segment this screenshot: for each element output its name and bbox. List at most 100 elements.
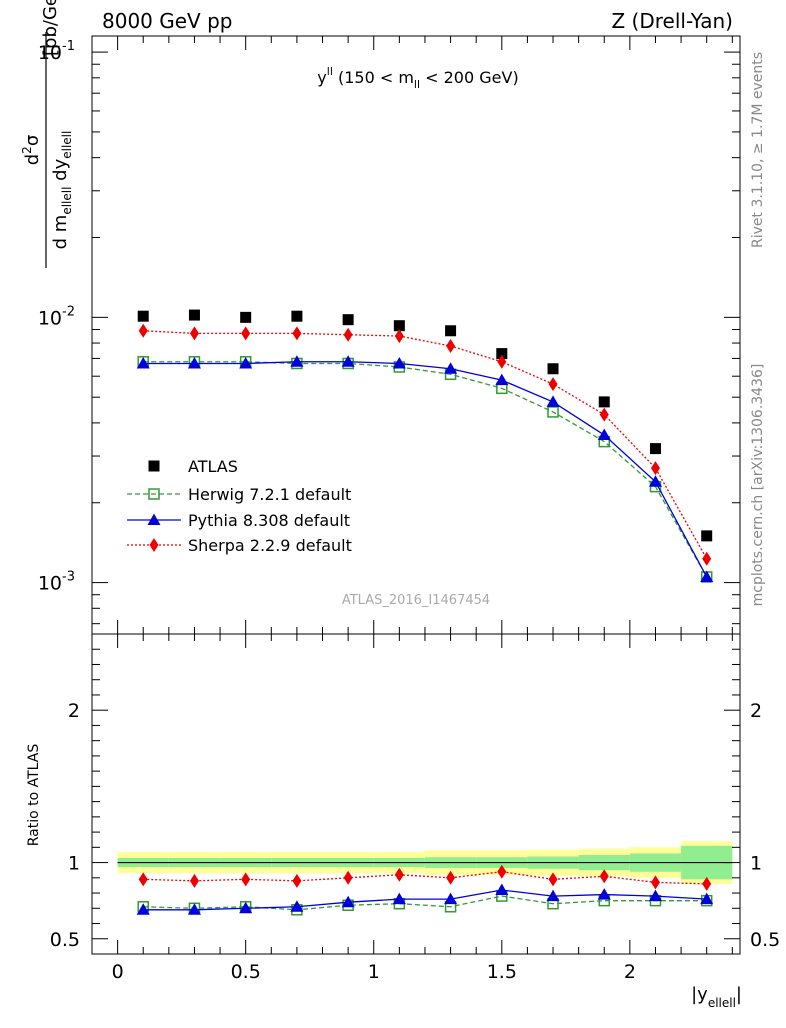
main-ytick-exponent: -3 (62, 570, 75, 585)
ratio-data-point (444, 892, 458, 905)
main-data-point (547, 406, 559, 418)
ratio-data-point (189, 873, 199, 888)
main-data-point (138, 323, 148, 338)
analysis-id: ATLAS_2016_I1467454 (342, 593, 490, 608)
ratio-ytick-label: 1 (68, 853, 80, 875)
main-title: yll (150 < mll < 200 GeV) (317, 65, 518, 91)
header-left: 8000 GeV pp (102, 9, 233, 33)
main-data-point (446, 338, 456, 353)
header-right: Z (Drell-Yan) (611, 9, 733, 33)
ratio-ytick-label: 2 (68, 700, 80, 722)
ratio-data-point (700, 892, 714, 905)
legend-marker (147, 513, 161, 525)
ratio-data-point (394, 867, 404, 882)
mcplots-label: mcplots.cern.ch [arXiv:1306.3436] (750, 364, 766, 607)
main-data-point (648, 475, 662, 487)
main-data-point (189, 326, 199, 341)
ratio-data-point (136, 903, 150, 915)
ratio-data-point (650, 875, 660, 890)
legend-label: Herwig 7.2.1 default (188, 485, 351, 504)
rivet-label: Rivet 3.1.10, ≥ 1.7M events (750, 52, 766, 248)
xtick-label: 2 (624, 961, 636, 983)
main-data-point (240, 311, 252, 323)
legend-label: Pythia 8.308 default (188, 511, 350, 530)
main-data-point (187, 356, 201, 369)
main-data-point (136, 356, 150, 369)
legend-marker (149, 538, 159, 552)
main-data-point (342, 314, 354, 326)
main-data-point (393, 320, 405, 332)
main-data-point (546, 395, 560, 407)
main-series-line (143, 330, 708, 560)
main-data-point (597, 428, 611, 441)
ratio-series-line (143, 889, 707, 911)
main-data-point (444, 362, 458, 374)
main-series-line (143, 361, 708, 578)
ratio-data-point (446, 870, 456, 885)
ratio-data-point (392, 892, 406, 905)
main-data-point (241, 326, 251, 341)
main-data-point (445, 325, 457, 337)
ratio-series-line (143, 895, 707, 911)
main-data-point (701, 530, 713, 542)
svg-text:d2σ: d2σ (20, 135, 43, 166)
legend-label: Sherpa 2.2.9 default (188, 536, 352, 555)
ratio-data-point (239, 901, 253, 914)
main-data-point (341, 355, 355, 367)
xtick-label: 0 (112, 961, 124, 983)
main-data-point (394, 329, 404, 344)
ratio-frame (91, 633, 741, 955)
main-ytick-exponent: -2 (62, 304, 75, 319)
ratio-data-point (138, 872, 148, 887)
ratio-data-point (241, 872, 251, 887)
main-data-point (702, 551, 712, 566)
main-data-point (598, 396, 610, 408)
legend-marker (148, 488, 160, 500)
ratio-ytick-label-right: 0.5 (750, 929, 780, 951)
xaxis-label: |yellell| (691, 984, 742, 1010)
ratio-data-point (341, 895, 355, 908)
ratio-data-point (343, 870, 353, 885)
main-ytick-label: 10 (38, 42, 62, 64)
main-data-point (291, 310, 303, 322)
ratio-data-point (497, 864, 507, 879)
main-data-point (649, 443, 661, 455)
main-ylabel: d2σ d mellell dyellell [pb/GeV] (20, 0, 74, 268)
ratio-ytick-label: 0.5 (50, 929, 80, 951)
main-data-point (137, 310, 149, 322)
legend-label: ATLAS (188, 457, 238, 476)
main-data-point (495, 373, 509, 386)
main-data-point (290, 355, 304, 367)
ratio-data-point (187, 903, 201, 915)
ratio-data-point (597, 888, 611, 900)
legend-marker (148, 460, 160, 472)
main-data-point (548, 377, 558, 392)
main-ytick-label: 10 (38, 573, 62, 595)
svg-text:d mellell dyellell: d mellell dyellell (50, 131, 74, 250)
main-data-point (496, 348, 508, 360)
svg-text:[pb/GeV]: [pb/GeV] (40, 0, 61, 56)
ratio-data-point (648, 889, 662, 902)
main-data-point (700, 570, 714, 582)
main-data-point (547, 363, 559, 375)
main-data-point (188, 309, 200, 321)
ratio-data-point (548, 872, 558, 887)
ratio-data-point (292, 873, 302, 888)
xtick-label: 1 (368, 961, 380, 983)
ratio-ytick-label-right: 2 (750, 700, 762, 722)
ratio-data-point (546, 889, 560, 902)
main-data-point (343, 327, 353, 342)
ratio-ylabel: Ratio to ATLAS (26, 744, 42, 847)
ratio-data-point (599, 869, 609, 884)
main-ytick-exponent: -1 (62, 39, 75, 54)
main-data-point (392, 356, 406, 369)
main-data-point (497, 354, 507, 369)
ratio-series-line (143, 871, 707, 885)
main-ytick-label: 10 (38, 307, 62, 329)
xtick-label: 0.5 (231, 961, 261, 983)
ratio-ytick-label-right: 1 (750, 853, 762, 875)
main-data-point (650, 461, 660, 476)
ratio-data-point (702, 876, 712, 891)
main-data-point (239, 356, 253, 369)
